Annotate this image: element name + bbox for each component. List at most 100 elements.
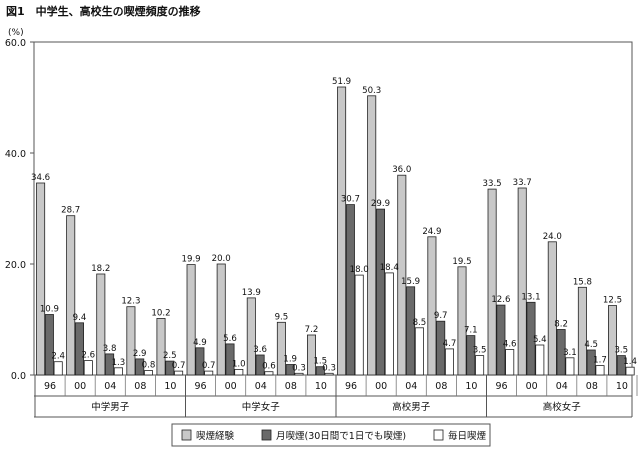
y-tick-label-2: 20.0 <box>5 260 26 271</box>
bar-3-10 <box>324 372 334 376</box>
data-label-3-7: 1.0 <box>232 359 246 369</box>
data-label-3-3: 1.3 <box>112 358 126 368</box>
bar-3-14 <box>444 348 454 376</box>
data-label-2-17: 13.1 <box>521 292 540 302</box>
bar-2-11 <box>345 204 355 376</box>
bar-3-16 <box>505 349 515 376</box>
bar-1-8 <box>246 297 256 376</box>
bar-2-1 <box>44 314 54 376</box>
y-axis-label: (%) <box>8 28 24 38</box>
x-tick-label-14: 08 <box>435 381 447 392</box>
data-label-3-9: 0.3 <box>292 363 306 373</box>
legend-frame <box>171 423 491 447</box>
data-label-1-4: 12.3 <box>121 297 140 307</box>
bar-1-4 <box>126 306 136 376</box>
bar-2-3 <box>105 353 115 376</box>
data-label-3-1: 2.4 <box>51 352 65 362</box>
group-label-4: 高校女子 <box>543 401 582 413</box>
bar-2-13 <box>406 286 416 376</box>
data-label-2-2: 9.4 <box>73 313 87 323</box>
data-label-3-2: 2.6 <box>81 351 95 361</box>
data-label-1-10: 7.2 <box>305 325 319 335</box>
data-label-1-9: 9.5 <box>275 312 289 322</box>
bar-2-7 <box>225 343 235 376</box>
bar-3-1 <box>53 361 63 376</box>
bar-3-20 <box>625 366 635 376</box>
data-label-3-15: 3.5 <box>473 346 487 356</box>
bar-1-3 <box>96 273 106 376</box>
x-tick-label-17: 00 <box>526 381 538 392</box>
data-label-1-18: 24.0 <box>543 232 562 242</box>
bar-3-9 <box>294 372 304 376</box>
data-label-2-13: 15.9 <box>401 277 420 287</box>
bar-2-19 <box>586 349 596 376</box>
chart-title: 図1 中学生、高校生の喫煙頻度の推移 <box>6 5 201 18</box>
bar-3-3 <box>113 367 123 376</box>
data-labels-layer: 34.6 10.9 2.4 28.7 9.4 2.6 18.2 3.8 1.3 12.3 2.9 0.… <box>31 77 637 373</box>
x-tick-label-8: 04 <box>255 381 267 392</box>
data-label-2-6: 4.9 <box>193 338 207 348</box>
bar-3-12 <box>384 272 394 376</box>
bar-2-6 <box>195 347 205 376</box>
bar-2-14 <box>436 320 446 376</box>
data-label-3-18: 3.1 <box>563 348 577 358</box>
bar-1-19 <box>577 286 587 376</box>
plot-frame <box>33 41 633 376</box>
bar-2-16 <box>496 304 506 376</box>
data-label-2-10: 1.5 <box>313 357 327 367</box>
y-tick-label-1: 0.0 <box>11 371 26 382</box>
data-label-2-19: 4.5 <box>584 340 598 350</box>
legend-swatch-1 <box>181 429 192 441</box>
y-tick-label-3: 40.0 <box>5 149 26 160</box>
data-label-3-5: 0.7 <box>172 361 186 371</box>
x-tick-label-13: 04 <box>405 381 417 392</box>
bar-1-7 <box>216 263 226 376</box>
data-label-1-5: 10.2 <box>151 308 170 318</box>
x-tick-label-3: 04 <box>104 381 116 392</box>
data-label-3-20: 1.4 <box>623 357 637 367</box>
x-tick-label-6: 96 <box>195 381 207 392</box>
bar-3-4 <box>143 370 153 376</box>
data-label-2-1: 10.9 <box>40 305 59 315</box>
data-label-1-20: 12.5 <box>603 296 622 306</box>
bar-2-2 <box>75 322 85 376</box>
data-label-1-16: 33.5 <box>483 179 502 189</box>
bar-1-1 <box>36 182 46 376</box>
bar-1-11 <box>337 86 347 376</box>
data-label-1-8: 13.9 <box>242 288 261 298</box>
group-label-3: 高校男子 <box>392 401 431 413</box>
data-label-1-14: 24.9 <box>422 227 441 237</box>
x-tick-label-15: 10 <box>465 381 477 392</box>
bar-1-9 <box>276 321 286 376</box>
bar-1-13 <box>397 174 407 376</box>
data-label-2-11: 30.7 <box>341 195 360 205</box>
bar-1-15 <box>457 266 467 376</box>
data-label-3-10: 0.3 <box>322 363 336 373</box>
data-label-2-16: 12.6 <box>491 295 510 305</box>
x-tick-label-12: 00 <box>375 381 387 392</box>
data-label-2-4: 2.9 <box>133 349 147 359</box>
bar-2-20 <box>616 355 626 376</box>
bar-2-12 <box>375 208 385 376</box>
data-label-1-7: 20.0 <box>212 254 231 264</box>
data-label-3-13: 8.5 <box>413 318 427 328</box>
legend-swatch-3 <box>433 429 444 441</box>
bar-2-9 <box>285 364 295 376</box>
data-label-3-12: 18.4 <box>380 263 399 273</box>
group-label-1: 中学男子 <box>91 401 130 413</box>
data-label-3-11: 18.0 <box>350 265 369 275</box>
x-tick-label-4: 08 <box>134 381 146 392</box>
data-label-3-19: 1.7 <box>593 356 607 366</box>
y-tick-label-4: 60.0 <box>5 38 26 49</box>
data-label-1-2: 28.7 <box>61 206 80 216</box>
data-label-1-3: 18.2 <box>91 264 110 274</box>
data-label-3-6: 0.7 <box>202 361 216 371</box>
legend: 喫煙経験 月喫煙(30日間で1日でも喫煙) 毎日喫煙 <box>171 423 491 447</box>
data-label-3-17: 5.4 <box>533 335 547 345</box>
bar-3-19 <box>595 365 605 376</box>
data-label-1-11: 51.9 <box>332 77 351 87</box>
data-label-1-1: 34.6 <box>31 173 50 183</box>
data-label-3-14: 4.7 <box>443 339 457 349</box>
bar-3-5 <box>174 370 184 376</box>
data-label-2-12: 29.9 <box>371 199 390 209</box>
